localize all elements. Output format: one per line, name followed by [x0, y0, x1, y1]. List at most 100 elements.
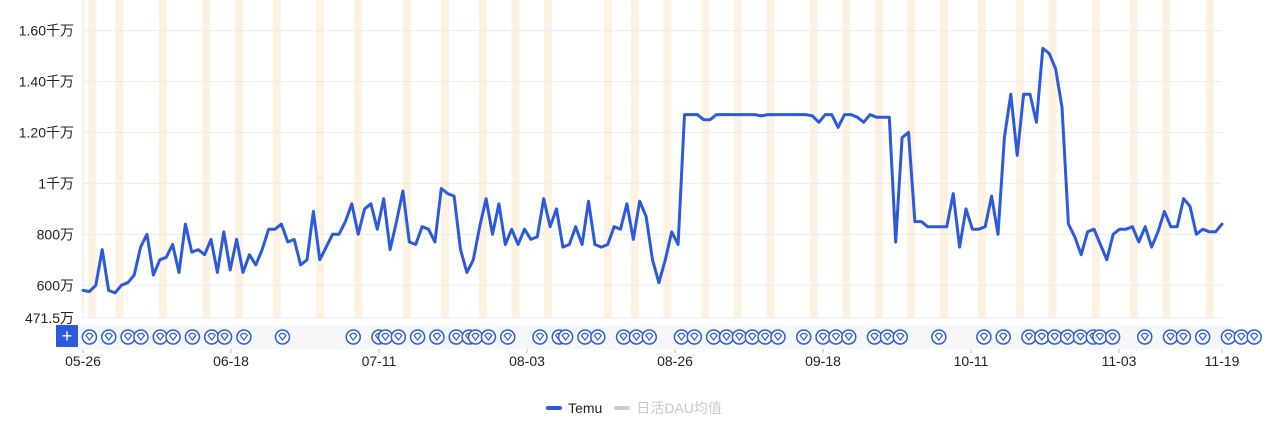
event-marker-icon[interactable] — [236, 329, 252, 345]
event-marker-icon[interactable] — [892, 329, 908, 345]
event-marker-icon[interactable] — [1137, 329, 1153, 345]
event-marker-icon[interactable] — [815, 329, 831, 345]
event-marker-icon[interactable] — [705, 329, 722, 345]
event-marker-icon[interactable] — [448, 329, 464, 345]
event-marker-icon[interactable] — [1194, 329, 1211, 345]
legend-item-dau-average[interactable]: 日活DAU均值 — [614, 398, 722, 418]
event-marker-icon[interactable] — [152, 329, 168, 345]
event-marker-icon[interactable] — [216, 329, 233, 345]
event-marker-circle — [1091, 329, 1108, 345]
event-marker-icon[interactable] — [377, 329, 394, 345]
event-marker-diamond — [773, 332, 783, 341]
event-marker-icon[interactable] — [133, 329, 149, 345]
highlight-band — [272, 0, 281, 318]
event-marker-icon[interactable] — [409, 329, 426, 345]
event-marker-icon[interactable] — [976, 329, 992, 345]
highlight-band — [701, 0, 710, 318]
event-marker-icon[interactable] — [841, 329, 857, 345]
event-marker-circle — [409, 329, 426, 345]
event-marker-icon[interactable] — [673, 329, 690, 345]
add-event-button-bg — [56, 325, 78, 347]
x-tick-label: 08-03 — [509, 353, 545, 369]
event-marker-icon[interactable] — [1021, 329, 1037, 345]
event-marker-icon[interactable] — [100, 329, 117, 345]
event-marker-icon[interactable] — [718, 329, 735, 345]
event-marker-diamond — [561, 332, 570, 341]
event-marker-icon[interactable] — [731, 329, 748, 345]
x-tick-label: 07-11 — [362, 353, 397, 369]
event-marker-icon[interactable] — [1034, 329, 1050, 345]
event-marker-icon[interactable] — [1246, 329, 1262, 345]
highlight-band — [733, 0, 742, 318]
event-marker-circle — [866, 329, 883, 345]
event-marker-icon[interactable] — [274, 329, 291, 345]
event-marker-diamond — [799, 332, 809, 341]
event-marker-icon[interactable] — [828, 329, 844, 345]
add-event-button[interactable]: + — [56, 325, 78, 347]
event-marker-diamond — [168, 332, 178, 341]
event-marker-icon[interactable] — [995, 329, 1011, 345]
event-marker-circle — [718, 329, 735, 345]
event-marker-circle — [429, 329, 445, 345]
event-marker-icon[interactable] — [686, 329, 703, 345]
event-marker-icon[interactable] — [1046, 329, 1063, 345]
event-marker-icon[interactable] — [866, 329, 883, 345]
event-marker-diamond — [818, 332, 828, 341]
gridlines — [82, 0, 1222, 319]
event-marker-icon[interactable] — [577, 329, 593, 345]
event-marker-icon[interactable] — [557, 329, 574, 345]
event-marker-diamond — [831, 332, 841, 341]
event-marker-icon[interactable] — [744, 329, 760, 345]
event-marker-icon[interactable] — [1162, 329, 1179, 345]
x-axis: 05-26 06-18 07-11 08-03 08-26 09-18 10-11 11-03… — [65, 349, 1240, 369]
event-marker-icon[interactable] — [345, 329, 362, 345]
highlight-band — [511, 0, 520, 318]
event-marker-icon[interactable] — [203, 329, 220, 345]
highlight-band — [977, 0, 986, 318]
event-marker-icon[interactable] — [1059, 329, 1076, 345]
event-marker-icon[interactable] — [499, 329, 516, 345]
legend-item-temu[interactable]: Temu — [546, 400, 602, 416]
event-marker-icon[interactable] — [184, 329, 201, 345]
event-marker-icon[interactable] — [931, 329, 947, 345]
event-marker-icon[interactable] — [615, 329, 632, 345]
event-marker-icon[interactable] — [770, 329, 786, 345]
event-marker-icon[interactable] — [757, 329, 773, 345]
event-marker-icon[interactable] — [590, 329, 606, 345]
event-marker-icon[interactable] — [467, 329, 484, 345]
event-marker-circle — [590, 329, 606, 345]
event-marker-icon[interactable] — [795, 329, 812, 345]
event-marker-icon[interactable] — [1072, 329, 1089, 345]
highlight-band — [403, 0, 412, 318]
event-marker-icon[interactable] — [1104, 329, 1121, 345]
event-marker-diamond — [690, 332, 699, 341]
event-marker-diamond — [1179, 332, 1188, 341]
event-marker-icon[interactable] — [1220, 329, 1237, 345]
event-marker-diamond — [580, 332, 590, 341]
event-marker-circle — [133, 329, 149, 345]
event-marker-icon[interactable] — [81, 329, 98, 345]
event-marker-icon[interactable] — [390, 329, 407, 345]
event-marker-icon[interactable] — [480, 329, 497, 345]
event-marker-icon[interactable] — [1091, 329, 1108, 345]
event-marker-icon[interactable] — [628, 329, 645, 345]
event-marker-circle — [615, 329, 632, 345]
highlight-band — [478, 0, 487, 318]
event-marker-diamond — [593, 332, 603, 341]
x-tick-label: 06-18 — [213, 353, 249, 369]
event-marker-icon[interactable] — [120, 329, 136, 345]
event-marker-circle — [815, 329, 831, 345]
event-marker-circle — [892, 329, 908, 345]
event-marker-diamond — [1076, 332, 1085, 341]
event-marker-circle — [686, 329, 703, 345]
event-marker-icon[interactable] — [1233, 329, 1250, 345]
event-marker-icon[interactable] — [879, 329, 896, 345]
event-marker-circle — [236, 329, 252, 345]
event-marker-icon[interactable] — [165, 329, 181, 345]
event-marker-icon[interactable] — [641, 329, 658, 345]
event-marker-circle — [770, 329, 786, 345]
event-marker-icon[interactable] — [1175, 329, 1192, 345]
event-marker-icon[interactable] — [429, 329, 445, 345]
event-marker-circle — [557, 329, 574, 345]
event-marker-icon[interactable] — [532, 329, 548, 345]
